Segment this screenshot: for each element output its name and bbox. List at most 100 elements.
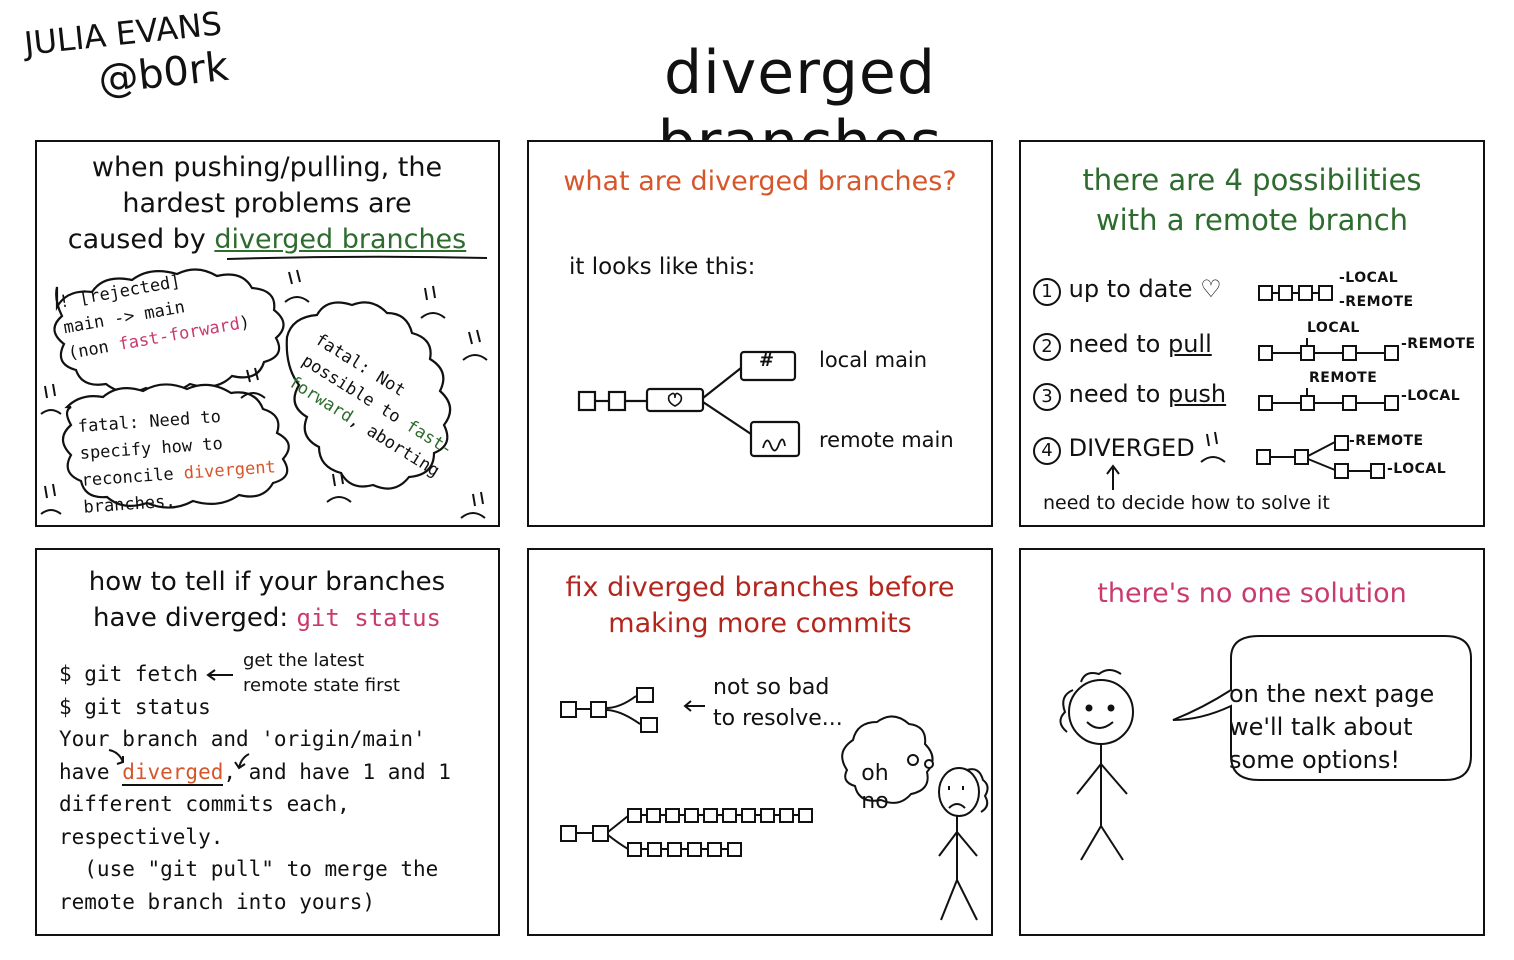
author-signature: JULIA EVANS @b0rk: [22, 1, 230, 109]
commit-node: [798, 808, 813, 823]
cloud3-prefix: reconcile: [80, 463, 185, 491]
possibility-3-prefix: need to: [1068, 380, 1168, 408]
remote-main-label: remote main: [819, 428, 954, 452]
commit-node: [760, 808, 775, 823]
row3-local-label: -LOCAL: [1401, 388, 1461, 404]
panel-fix-before-commits: fix diverged branches before making more…: [527, 548, 993, 936]
status-line2-suffix: , and have 1 and 1: [223, 759, 451, 784]
possibility-1: 1 up to date ♡: [1033, 275, 1222, 306]
speech-line3: some options!: [1229, 746, 1400, 774]
row2-local-label: LOCAL: [1307, 320, 1360, 336]
row3-remote-label: REMOTE: [1309, 370, 1378, 386]
panel6-drawings: [1059, 635, 1472, 861]
possibility-3: 3 need to push: [1033, 380, 1226, 411]
panel4-title-code: git status: [296, 604, 441, 632]
status-line2-prefix: have: [59, 759, 123, 784]
number-badge: 1: [1033, 278, 1061, 306]
local-glyph: #: [759, 350, 775, 371]
row2-remote-label: -REMOTE: [1401, 336, 1476, 352]
status-line6: remote branch into yours): [59, 889, 376, 914]
panel-what-are-diverged: what are diverged branches? it looks lik…: [527, 140, 993, 527]
row1-remote-label: -REMOTE: [1339, 294, 1414, 310]
panel1-clouds-drawing: [40, 255, 488, 519]
speech-line1: on the next page: [1229, 680, 1435, 708]
commit-node: [722, 808, 737, 823]
commit-node: [607, 390, 627, 412]
commit-node: [707, 842, 722, 857]
panel5-drawings: [560, 687, 989, 921]
panel1-title-line3: caused by diverged branches: [37, 222, 497, 258]
panel1-title-line1: when pushing/pulling, the: [91, 152, 443, 183]
panel4-title-line2: have diverged: git status: [37, 600, 497, 636]
status-diverged-word: diverged: [122, 759, 224, 786]
panel3-title: there are 4 possibilities with a remote …: [1021, 160, 1483, 240]
thought-line1: oh: [861, 761, 889, 786]
status-line1: Your branch and 'origin/main': [59, 727, 426, 751]
status-line3: different commits each,: [59, 792, 350, 816]
commit-node: [577, 390, 597, 412]
cmd-git-status: $ git status: [59, 694, 211, 719]
commit-node: [779, 808, 794, 823]
note-line2: to resolve...: [713, 706, 843, 731]
note-line1: not so bad: [713, 675, 830, 700]
possibility-4: 4 DIVERGED: [1033, 434, 1195, 465]
commit-node: [727, 842, 742, 857]
thought-text: oh no: [851, 760, 899, 816]
local-main-label: local main: [819, 348, 928, 372]
cmd-git-fetch: $ git fetch: [59, 662, 199, 686]
row4-remote-label: -REMOTE: [1349, 433, 1424, 449]
possibility-4-text: DIVERGED: [1068, 434, 1195, 462]
panel5-title: fix diverged branches before making more…: [529, 570, 991, 642]
panel5-title-line1: fix diverged branches before: [565, 572, 955, 603]
panel-no-one-solution: there's no one solution on the next page…: [1019, 548, 1485, 936]
commit-node: [665, 808, 680, 823]
local-main-commit: [739, 350, 797, 382]
terminal-output: $ git fetch $ git status Your branch and…: [59, 658, 451, 918]
panel-hardest-problems: when pushing/pulling, the hardest proble…: [35, 140, 500, 527]
commit-node: [647, 842, 662, 857]
status-line4: respectively.: [59, 824, 224, 849]
cloud3-text: fatal: Need to specify how to reconcile …: [77, 400, 279, 521]
error-cloud-1: [53, 268, 285, 394]
panel2-subtitle: it looks like this:: [569, 254, 756, 280]
row1-local-label: -LOCAL: [1339, 270, 1399, 286]
cloud3-highlight: divergent: [183, 457, 277, 484]
panel1-title-line2: hardest problems are: [122, 188, 412, 219]
possibility-1-text: up to date: [1068, 275, 1193, 303]
not-so-bad-note: not so bad to resolve...: [713, 672, 843, 734]
panel5-title-line2: making more commits: [608, 608, 912, 639]
fetch-note-line2: remote state first: [243, 675, 400, 696]
panel4-title: how to tell if your branches have diverg…: [37, 564, 497, 636]
panel6-title: there's no one solution: [1097, 578, 1407, 609]
number-badge: 2: [1033, 333, 1061, 361]
possibility-2: 2 need to pull: [1033, 330, 1212, 361]
commit-node: [687, 842, 702, 857]
panel1-title: when pushing/pulling, the hardest proble…: [37, 150, 497, 258]
thought-bubble: [841, 715, 934, 804]
panel4-arrows: [108, 669, 250, 770]
error-cloud-3: [61, 383, 290, 509]
panel3-title-line1: there are 4 possibilities: [1082, 163, 1422, 197]
possibility-3-underlined: push: [1167, 380, 1227, 408]
possibility-2-underlined: pull: [1167, 330, 1212, 358]
row4-local-label: -LOCAL: [1387, 461, 1447, 477]
thought-line2: no: [861, 789, 889, 814]
status-line5: (use "git pull" to merge the: [59, 857, 439, 881]
panel4-title-line1: how to tell if your branches: [88, 567, 446, 597]
speech-line2: we'll talk about: [1229, 713, 1413, 741]
heart-icon: ♡: [1200, 275, 1222, 303]
speech-text: on the next page we'll talk about some o…: [1229, 678, 1434, 777]
number-badge: 4: [1033, 437, 1061, 465]
commit-node: [684, 808, 699, 823]
possibilities-diagrams: [1106, 285, 1399, 490]
panel-four-possibilities: there are 4 possibilities with a remote …: [1019, 140, 1485, 527]
fetch-note-line1: get the latest: [243, 650, 365, 671]
commit-node: [667, 842, 682, 857]
panel4-title-prefix: have diverged:: [93, 603, 297, 633]
possibility-2-prefix: need to: [1068, 330, 1168, 358]
commit-node: [646, 808, 661, 823]
panel-how-to-tell: how to tell if your branches have diverg…: [35, 548, 500, 936]
fetch-note: get the latest remote state first: [243, 648, 400, 698]
commit-node: [627, 842, 642, 857]
panel2-title: what are diverged branches?: [563, 166, 957, 197]
